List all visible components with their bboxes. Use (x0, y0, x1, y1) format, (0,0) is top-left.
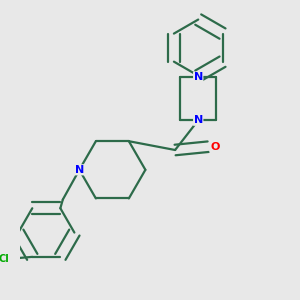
Text: N: N (194, 115, 203, 125)
Text: N: N (75, 165, 84, 175)
Text: N: N (194, 72, 203, 82)
Text: Cl: Cl (0, 254, 10, 263)
Text: O: O (210, 142, 219, 152)
